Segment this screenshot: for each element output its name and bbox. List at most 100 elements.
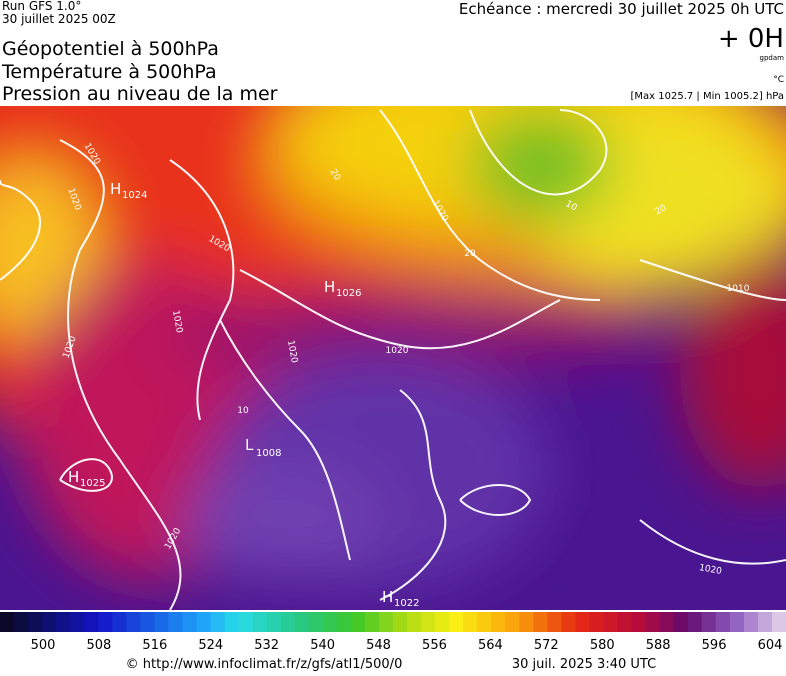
color-swatch [308, 612, 324, 632]
color-swatch [84, 612, 99, 632]
color-swatch [336, 612, 352, 632]
color-swatch [28, 612, 43, 632]
color-swatch [196, 612, 212, 632]
colorbar-label: 564 [478, 638, 503, 653]
color-swatch [743, 612, 759, 632]
color-swatch [463, 612, 478, 632]
color-swatch [603, 612, 619, 632]
echeance: Echéance : mercredi 30 juillet 2025 0h U… [459, 0, 784, 18]
contour-label: 1020 [698, 563, 723, 577]
run-label: Run GFS 1.0° [2, 0, 81, 13]
title-line: Température à 500hPa [1, 61, 217, 83]
color-swatch [505, 612, 520, 632]
color-swatch [56, 612, 71, 632]
high-letter: H [110, 180, 121, 198]
high-letter: H [68, 468, 79, 486]
pressure-range: [Max 1025.7 | Min 1005.2] hPa [630, 91, 784, 102]
color-swatch [645, 612, 661, 632]
colorbar-label: 540 [310, 638, 335, 653]
high-value: 1022 [394, 598, 419, 609]
unit-temp: °C [773, 75, 784, 85]
color-swatch [617, 612, 633, 632]
high-value: 1026 [336, 288, 361, 299]
colorbar-label: 516 [142, 638, 167, 653]
color-swatch [238, 612, 254, 632]
color-swatch [294, 612, 310, 632]
color-swatch [154, 612, 169, 632]
color-swatch [771, 612, 786, 632]
high-letter: H [324, 278, 335, 296]
color-swatch [547, 612, 562, 632]
contour-label: 20 [464, 249, 476, 259]
colorbar-label: 500 [31, 638, 56, 653]
color-swatch [14, 612, 29, 632]
color-swatch [477, 612, 492, 632]
color-swatch [701, 612, 717, 632]
color-swatch [519, 612, 534, 632]
contour-label: 1020 [285, 340, 299, 365]
color-swatch [224, 612, 240, 632]
color-swatch [393, 612, 408, 632]
color-swatch [182, 612, 197, 632]
color-swatch [140, 612, 155, 632]
color-swatch [687, 612, 703, 632]
colorbar-label: 556 [422, 638, 447, 653]
contour-label: 1020 [386, 346, 409, 356]
colorbar-label: 580 [590, 638, 615, 653]
color-swatch [0, 612, 15, 632]
footer-url: © http://www.infoclimat.fr/z/gfs/atl1/50… [126, 657, 403, 672]
color-swatch [435, 612, 450, 632]
title-line: Pression au niveau de la mer [2, 83, 278, 105]
colorbar-label: 508 [87, 638, 112, 653]
color-swatch [421, 612, 436, 632]
color-swatch [70, 612, 85, 632]
colorbar-label: 548 [366, 638, 391, 653]
color-swatch [266, 612, 282, 632]
color-swatch [378, 612, 394, 632]
color-swatch [252, 612, 268, 632]
color-swatch [673, 612, 689, 632]
color-swatch [589, 612, 605, 632]
low-letter: L [245, 436, 254, 454]
color-swatch [449, 612, 464, 632]
color-swatch [729, 612, 745, 632]
color-swatch [631, 612, 647, 632]
colorbar-label: 596 [702, 638, 727, 653]
contour-label: 10 [237, 406, 249, 416]
color-swatch [757, 612, 773, 632]
colorbar-label: 588 [646, 638, 671, 653]
color-swatch [533, 612, 548, 632]
color-swatch [322, 612, 338, 632]
colorbar-label: 572 [534, 638, 559, 653]
contour-label: 1010 [727, 284, 750, 294]
colorbar-label: 604 [758, 638, 783, 653]
color-swatch [280, 612, 296, 632]
high-value: 1025 [80, 478, 105, 489]
color-swatch [168, 612, 183, 632]
colorbar: 500 508 516 524 532 540 548 556 564 572 580 588 596 6… [0, 612, 786, 653]
contour-label: 1020 [170, 310, 184, 335]
color-swatch [112, 612, 127, 632]
low-value: 1008 [256, 448, 281, 459]
color-swatch [210, 612, 226, 632]
color-swatch [407, 612, 422, 632]
run-date: 30 juillet 2025 00Z [2, 12, 116, 26]
color-swatch [42, 612, 57, 632]
unit-geo: gpdam [760, 54, 785, 62]
lead-time: + 0H [718, 24, 784, 54]
color-swatch [715, 612, 731, 632]
color-swatch [659, 612, 675, 632]
color-swatch [561, 612, 576, 632]
color-swatch [350, 612, 366, 632]
title-line: Géopotentiel à 500hPa [2, 38, 219, 60]
colorbar-label: 532 [254, 638, 279, 653]
color-swatch [364, 612, 380, 632]
color-swatch [491, 612, 506, 632]
high-letter: H [382, 588, 393, 606]
colorbar-label: 524 [198, 638, 223, 653]
color-swatch [126, 612, 141, 632]
high-value: 1024 [122, 190, 147, 201]
